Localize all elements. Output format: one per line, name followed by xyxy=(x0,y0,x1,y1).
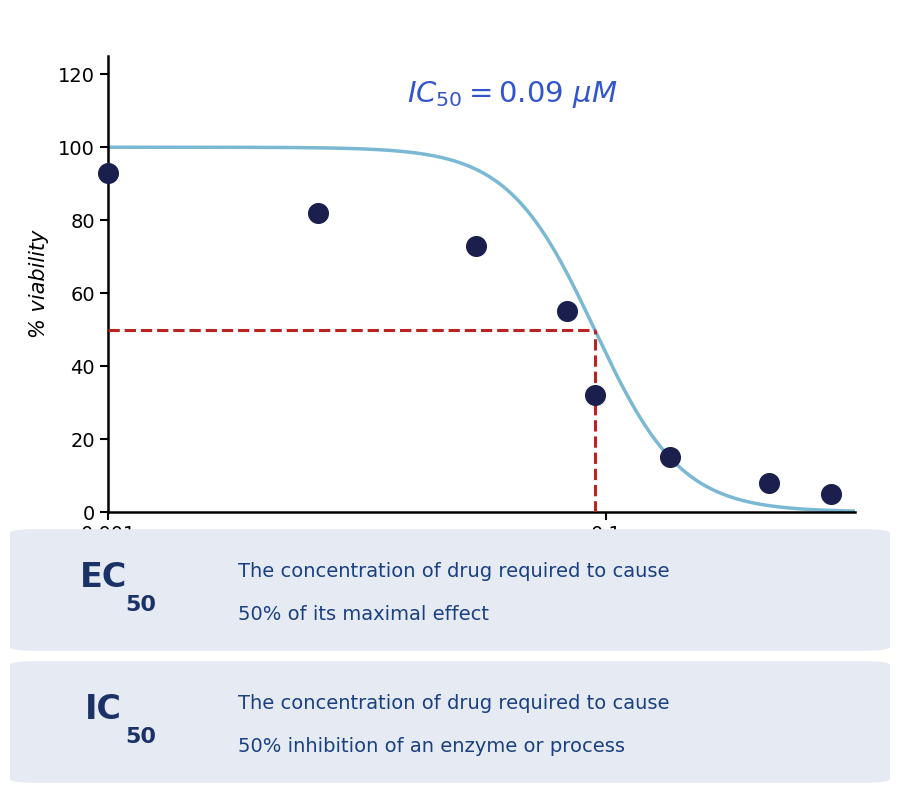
FancyBboxPatch shape xyxy=(10,662,890,782)
Point xyxy=(824,487,838,500)
Text: 50% of its maximal effect: 50% of its maximal effect xyxy=(238,606,490,624)
Text: $\mathit{IC_{50} = 0.09\ \mu M}$: $\mathit{IC_{50} = 0.09\ \mu M}$ xyxy=(407,78,617,110)
Text: The concentration of drug required to cause: The concentration of drug required to ca… xyxy=(238,562,670,581)
Text: 50: 50 xyxy=(126,595,157,615)
Text: IC: IC xyxy=(85,693,122,726)
Point xyxy=(588,389,602,402)
Point xyxy=(761,477,776,490)
Point xyxy=(560,305,574,318)
Y-axis label: % viability: % viability xyxy=(30,230,50,338)
Text: EC: EC xyxy=(79,561,127,594)
Text: The concentration of drug required to cause: The concentration of drug required to ca… xyxy=(238,694,670,713)
Text: 50: 50 xyxy=(126,727,157,747)
Point xyxy=(101,166,115,179)
X-axis label: inhibitor concentration: inhibitor concentration xyxy=(355,555,608,575)
Point xyxy=(311,206,326,219)
Point xyxy=(662,451,677,464)
Text: 50% inhibition of an enzyme or process: 50% inhibition of an enzyme or process xyxy=(238,738,626,756)
FancyBboxPatch shape xyxy=(10,530,890,650)
Point xyxy=(469,239,483,252)
